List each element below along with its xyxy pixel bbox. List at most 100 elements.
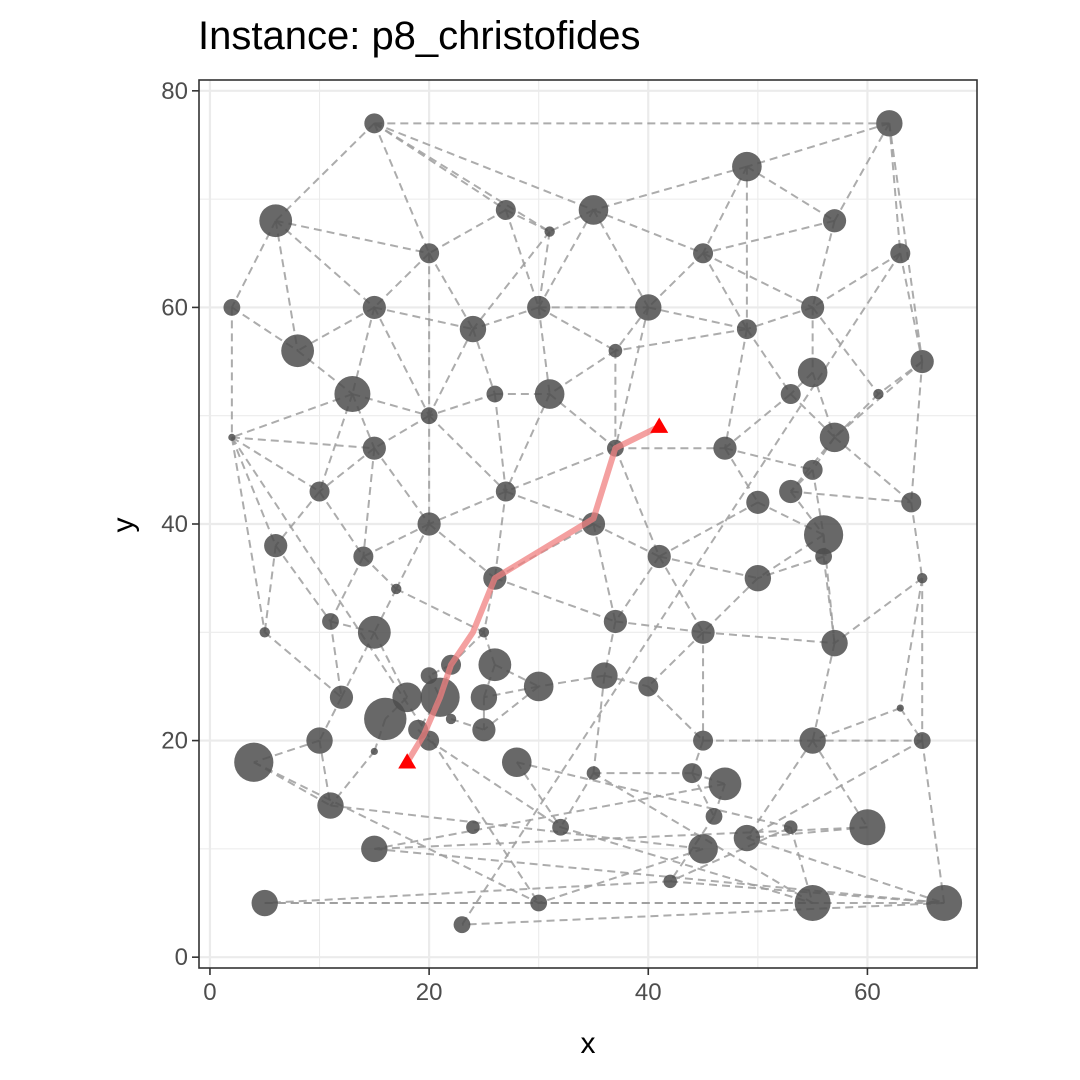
node-point (876, 110, 903, 137)
edge (538, 306, 616, 352)
node-point (478, 648, 512, 682)
x-tick-label: 60 (854, 979, 881, 1006)
edge (450, 631, 485, 666)
node-point (783, 820, 798, 835)
edge (790, 393, 836, 439)
edge (494, 577, 616, 623)
x-tick-label: 40 (635, 979, 662, 1006)
node-point (530, 894, 548, 912)
edge (231, 436, 375, 450)
node-point (917, 572, 928, 584)
node-point (803, 515, 844, 555)
edge (373, 122, 551, 233)
edge (615, 620, 704, 634)
node-point (259, 204, 293, 238)
edge (746, 328, 792, 395)
node-point (544, 226, 555, 237)
route-path (398, 417, 669, 769)
node-point (799, 727, 826, 754)
node-point (309, 481, 330, 502)
edge (833, 393, 880, 439)
edge (471, 328, 496, 395)
graph-nodes (223, 110, 963, 934)
edge (658, 555, 704, 633)
node-point (478, 627, 490, 638)
node-point (688, 834, 718, 864)
edge (811, 642, 836, 741)
edge (538, 847, 704, 904)
node-point (693, 243, 714, 264)
node-point (259, 627, 270, 638)
edge (790, 490, 912, 504)
node-point (801, 295, 825, 320)
edge (702, 219, 835, 255)
edge (374, 847, 945, 905)
node-point (691, 620, 715, 644)
edge (373, 122, 431, 254)
edge (274, 490, 321, 547)
edge (724, 393, 792, 449)
edge (275, 219, 430, 255)
edge (659, 555, 759, 580)
edge (275, 220, 375, 309)
node-point (453, 916, 471, 934)
node-point (780, 384, 801, 405)
node-point (353, 546, 374, 567)
edge (746, 122, 890, 168)
node-point (732, 151, 762, 182)
node-point (779, 479, 803, 504)
node-point (357, 615, 391, 649)
node-point (586, 766, 601, 780)
edge (811, 220, 836, 308)
edge (537, 209, 595, 308)
edge (231, 393, 353, 439)
edge (230, 437, 266, 633)
node-point (317, 792, 344, 819)
node-point (251, 889, 278, 917)
node-point (682, 763, 703, 784)
node-point (523, 671, 554, 702)
edge (614, 306, 650, 352)
y-tick-label: 60 (161, 294, 188, 321)
edge (373, 447, 430, 525)
node-point (472, 718, 496, 742)
edge (877, 360, 923, 395)
edge (658, 501, 759, 558)
edge (899, 253, 924, 362)
node-point (713, 436, 737, 460)
node-point (501, 747, 532, 778)
edge (560, 826, 813, 904)
node-point (705, 807, 723, 825)
edge (461, 902, 945, 926)
edge (504, 209, 540, 308)
node-point (746, 490, 770, 514)
edge (888, 123, 902, 254)
edge (297, 306, 375, 352)
edge (504, 393, 551, 492)
edge (593, 209, 704, 255)
edge (559, 772, 595, 828)
node-point (228, 433, 236, 441)
node-point (744, 564, 772, 592)
node-point (495, 481, 516, 502)
edge (472, 230, 551, 330)
edge (921, 740, 946, 904)
node-point (591, 662, 618, 689)
edge (428, 252, 474, 330)
edge (789, 436, 836, 493)
x-tick-label: 20 (416, 979, 443, 1006)
node-point (486, 385, 504, 403)
node-point (635, 294, 662, 321)
node-point (890, 243, 911, 264)
node-point (552, 818, 570, 836)
node-point (322, 613, 339, 630)
edge (330, 804, 704, 850)
node-point (821, 629, 848, 657)
edge (428, 739, 562, 829)
edge (482, 577, 496, 633)
edge (702, 252, 748, 330)
edge (461, 252, 902, 926)
edge (724, 447, 813, 471)
edge (374, 782, 726, 850)
edge (493, 491, 507, 579)
